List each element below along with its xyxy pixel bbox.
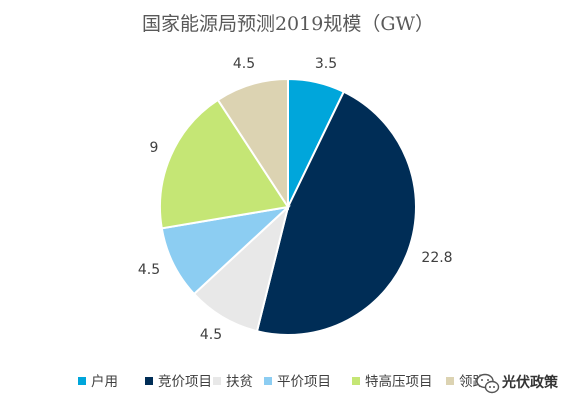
legend-label-4: 平价项目 bbox=[277, 374, 331, 390]
data-label-4: 4.5 bbox=[138, 262, 160, 278]
legend-swatch-2 bbox=[145, 377, 153, 385]
pie-slice-2 bbox=[255, 90, 417, 336]
legend-label-5: 特高压项目 bbox=[365, 373, 433, 390]
legend-swatch-4 bbox=[264, 377, 272, 385]
wechat-icon bbox=[476, 373, 500, 394]
data-label-6: 4.5 bbox=[233, 56, 255, 72]
watermark-text: 光伏政策 bbox=[501, 374, 559, 391]
legend-label-3: 扶贫 bbox=[226, 374, 253, 390]
legend-swatch-3 bbox=[213, 377, 221, 385]
pie-slice-5 bbox=[159, 98, 290, 230]
legend-swatch-6 bbox=[446, 377, 454, 385]
data-label-1: 3.5 bbox=[315, 56, 337, 72]
legend-label-1: 户用 bbox=[91, 373, 118, 390]
legend-swatch-5 bbox=[352, 377, 360, 385]
legend-label-2: 竞价项目 bbox=[158, 373, 212, 390]
pie-slices bbox=[159, 77, 417, 336]
data-label-3: 4.5 bbox=[200, 327, 222, 343]
pie-slice-6 bbox=[216, 77, 289, 211]
data-label-2: 22.8 bbox=[421, 250, 452, 266]
legend-swatch-1 bbox=[78, 377, 86, 385]
data-label-5: 9 bbox=[150, 140, 159, 156]
data-labels: 3.5 22.8 4.5 4.5 9 4.5 bbox=[138, 56, 453, 343]
watermark: 光伏政策 bbox=[476, 373, 559, 394]
chart-title: 国家能源局预测2019规模（GW） bbox=[142, 13, 434, 35]
legend: 户用 竞价项目 扶贫 平价项目 特高压项目 领跑 bbox=[78, 373, 486, 390]
